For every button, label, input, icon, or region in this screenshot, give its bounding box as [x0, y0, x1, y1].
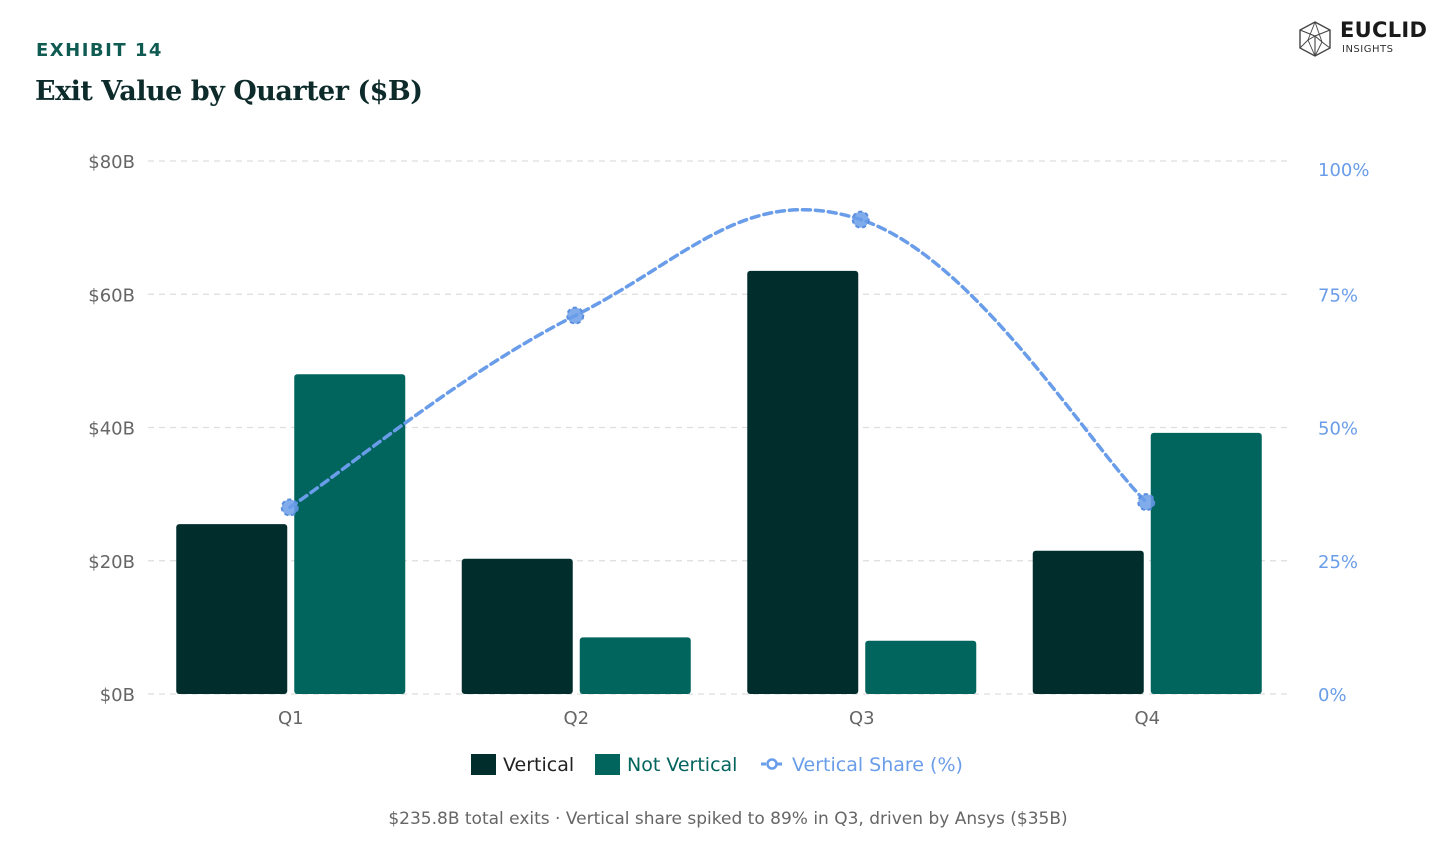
left-tick-label: $80B	[88, 152, 135, 173]
left-tick-label: $40B	[88, 419, 135, 440]
x-axis: Q1 Q2 Q3 Q4	[278, 708, 1160, 729]
legend-label-not-vertical: Not Vertical	[627, 754, 737, 776]
right-tick-label: 50%	[1318, 419, 1358, 440]
right-tick-label: 25%	[1318, 552, 1358, 573]
right-tick-label: 100%	[1318, 160, 1369, 181]
chart-title: Exit Value by Quarter ($B)	[35, 76, 423, 107]
share-line-path	[288, 208, 1148, 510]
share-point	[280, 498, 299, 517]
x-tick-label: Q4	[1134, 708, 1160, 729]
legend-swatch-share-point	[766, 758, 778, 770]
bar-vertical	[176, 524, 288, 694]
share-line	[280, 208, 1156, 517]
polyhedron-logo-icon	[1299, 21, 1331, 57]
bar-vertical	[461, 558, 573, 694]
x-tick-label: Q1	[278, 708, 304, 729]
left-tick-label: $20B	[88, 552, 135, 573]
bar-not-vertical	[579, 637, 691, 694]
x-tick-label: Q3	[849, 708, 875, 729]
brand-logo: EUCLID INSIGHTS	[1296, 18, 1436, 62]
right-tick-label: 75%	[1318, 285, 1358, 306]
legend-label-vertical: Vertical	[503, 754, 574, 776]
bar-not-vertical	[294, 374, 406, 694]
logo-wordmark: EUCLID	[1340, 18, 1428, 42]
chart-bars	[176, 270, 1262, 694]
right-axis: 0% 25% 50% 75% 100%	[1318, 160, 1369, 706]
legend-swatch-vertical	[471, 754, 496, 775]
x-tick-label: Q2	[563, 708, 589, 729]
logo-subtitle: INSIGHTS	[1342, 44, 1394, 55]
bar-not-vertical	[865, 640, 977, 694]
exhibit-label: EXHIBIT 14	[36, 40, 163, 61]
legend-label-share: Vertical Share (%)	[792, 754, 963, 776]
left-tick-label: $0B	[100, 685, 135, 706]
chart-caption: $235.8B total exits · Vertical share spi…	[388, 809, 1068, 829]
bar-not-vertical	[1150, 432, 1262, 694]
left-tick-label: $60B	[88, 285, 135, 306]
bar-vertical	[747, 270, 859, 694]
exit-value-chart: $0B $20B $40B $60B $80B 0% 25% 50% 75% 100% Q1 Q2…	[88, 152, 1369, 776]
bar-vertical	[1032, 550, 1144, 694]
left-axis: $0B $20B $40B $60B $80B	[88, 152, 135, 706]
share-point	[1137, 493, 1156, 512]
legend-swatch-not-vertical	[595, 754, 620, 775]
chart-legend: Vertical Not Vertical Vertical Share (%)	[471, 754, 963, 776]
share-point	[566, 306, 585, 325]
share-point	[851, 210, 870, 229]
right-tick-label: 0%	[1318, 685, 1347, 706]
